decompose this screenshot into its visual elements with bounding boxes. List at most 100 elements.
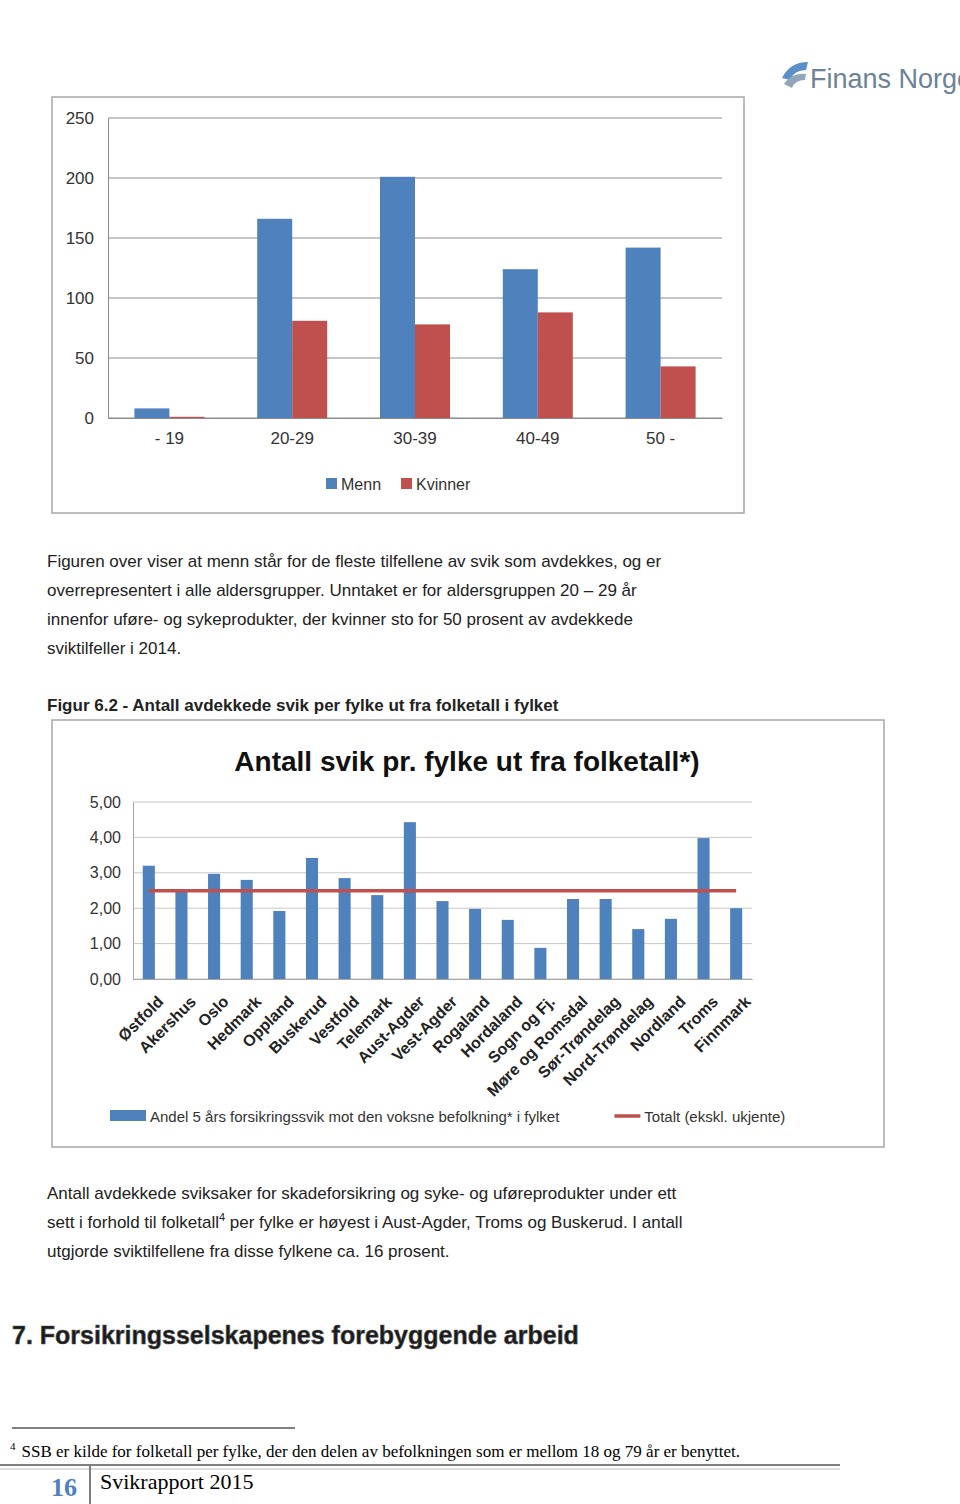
tick-label: 250 <box>66 109 94 128</box>
section-heading: 7. Forsikringsselskapenes forebyggende a… <box>12 1321 579 1349</box>
grid-line <box>133 802 752 803</box>
bar <box>339 878 351 979</box>
tick: Vest-Agder <box>388 979 460 1064</box>
footnote-text: SSB er kilde for folketall per fylke, de… <box>22 1442 741 1461</box>
paragraph-line: sviktilfeller i 2014. <box>47 639 181 658</box>
tick-label: 100 <box>66 289 94 308</box>
tick-label: 50 - <box>646 429 675 448</box>
bar <box>502 920 514 979</box>
chart-frame <box>52 720 884 1147</box>
tick: Akershus <box>136 979 200 1056</box>
axis-line <box>108 119 109 419</box>
tick-label: 50 <box>75 349 94 368</box>
bar <box>503 269 538 418</box>
bar <box>567 899 579 979</box>
tick-label: 2,00 <box>90 900 121 917</box>
bar <box>169 417 204 418</box>
tick-label: 30-39 <box>393 429 436 448</box>
bar <box>292 321 327 418</box>
bar <box>404 822 416 979</box>
tick: 200 <box>66 169 108 188</box>
logo-text: Finans Norge <box>810 64 960 94</box>
tick-label: 4,00 <box>90 829 121 846</box>
bar <box>538 312 573 418</box>
legend-swatch <box>401 478 412 489</box>
bar <box>600 899 612 979</box>
bar <box>257 219 292 418</box>
paragraph-line: overrepresentert i alle aldersgrupper. U… <box>47 581 637 600</box>
legend-label: Andel 5 års forsikringssvik mot den voks… <box>150 1108 560 1125</box>
tick-label: 3,00 <box>90 864 121 881</box>
axis-line <box>109 418 723 419</box>
bar <box>534 948 546 979</box>
paragraph-line: Figuren over viser at menn står for de f… <box>47 552 661 571</box>
tick: 3,00 <box>90 864 133 881</box>
bars <box>134 177 695 418</box>
tick: 250 <box>66 109 108 128</box>
marks <box>143 822 742 979</box>
bar <box>306 858 318 979</box>
chart-frame <box>52 97 744 513</box>
text-run: Antall avdekkede sviksaker for skadefors… <box>47 1184 677 1203</box>
bar <box>632 929 644 979</box>
text-run: per fylke er høyest i Aust-Agder, Troms … <box>225 1213 682 1232</box>
tick-label: 20-29 <box>270 429 313 448</box>
tick: 50 - <box>646 418 675 448</box>
tick: 0 <box>85 409 108 428</box>
bar <box>371 895 383 979</box>
legend-swatch <box>326 478 337 489</box>
y-axis: 0 50 100 150 200 250 <box>66 109 109 428</box>
tick: 40-49 <box>516 418 559 448</box>
tick: 4,00 <box>90 829 133 846</box>
tick-label: 0 <box>85 409 94 428</box>
tick-label: 150 <box>66 229 94 248</box>
tick: Finnmark <box>691 979 754 1056</box>
tick: Nordland <box>627 979 689 1054</box>
tick: 50 <box>75 349 108 368</box>
chart-1: 0 50 100 150 200 250 - 19 20-29 30-39 40-49 50 - Me… <box>66 109 723 493</box>
grid-line <box>133 837 752 838</box>
legend-label: Menn <box>341 476 381 493</box>
tick: 20-29 <box>270 418 313 448</box>
tick-label: - 19 <box>155 429 184 448</box>
legend-label: Kvinner <box>416 476 471 493</box>
tick-label: 40-49 <box>516 429 559 448</box>
y-axis: 0,00 1,00 2,00 3,00 4,00 5,00 <box>90 794 134 988</box>
chart-2: Antall svik pr. fylke ut fra folketall*)… <box>90 746 785 1125</box>
tick: 150 <box>66 229 108 248</box>
tick: 100 <box>66 289 108 308</box>
tick: 30-39 <box>393 418 436 448</box>
text-run: sett i forhold til folketall <box>47 1213 219 1232</box>
chart-title: Antall svik pr. fylke ut fra folketall*) <box>234 746 699 777</box>
text-run: utgjorde sviktilfellene fra disse fylken… <box>47 1242 450 1261</box>
page: Finans Norge 0 50 100 150 200 250 - 19 20-29 30-3… <box>0 0 960 1504</box>
bar <box>415 324 450 418</box>
axis-line <box>133 803 134 980</box>
tick-label: 0,00 <box>90 971 121 988</box>
legend-swatch <box>614 1114 640 1118</box>
tick: 1,00 <box>90 935 133 952</box>
page-number: 16 <box>51 1473 77 1502</box>
legend-swatch <box>110 1110 146 1121</box>
bar <box>665 919 677 979</box>
bar <box>241 880 253 979</box>
footnote: 4 SSB er kilde for folketall per fylke, d… <box>10 1440 740 1461</box>
tick-label: Akershus <box>136 993 200 1057</box>
bar <box>730 908 742 979</box>
bar <box>143 866 155 979</box>
bar <box>380 177 415 418</box>
paragraph-line: innenfor uføre- og sykeprodukter, der kv… <box>47 610 633 629</box>
axis-line <box>134 979 753 980</box>
tick: 2,00 <box>90 900 133 917</box>
tick-label: 5,00 <box>90 794 121 811</box>
paragraph-line: Antall avdekkede sviksaker for skadefors… <box>47 1184 677 1203</box>
legend: Andel 5 års forsikringssvik mot den voks… <box>110 1108 785 1125</box>
bar <box>273 911 285 979</box>
grid-line <box>108 118 722 119</box>
tick-label: 1,00 <box>90 935 121 952</box>
tick: 0,00 <box>90 971 133 988</box>
footnote-marker: 4 <box>10 1440 16 1452</box>
logo: Finans Norge <box>782 62 960 94</box>
x-axis: ØstfoldAkershusOsloHedmarkOpplandBuskeru… <box>115 979 754 1100</box>
footer-rule <box>0 1464 840 1466</box>
